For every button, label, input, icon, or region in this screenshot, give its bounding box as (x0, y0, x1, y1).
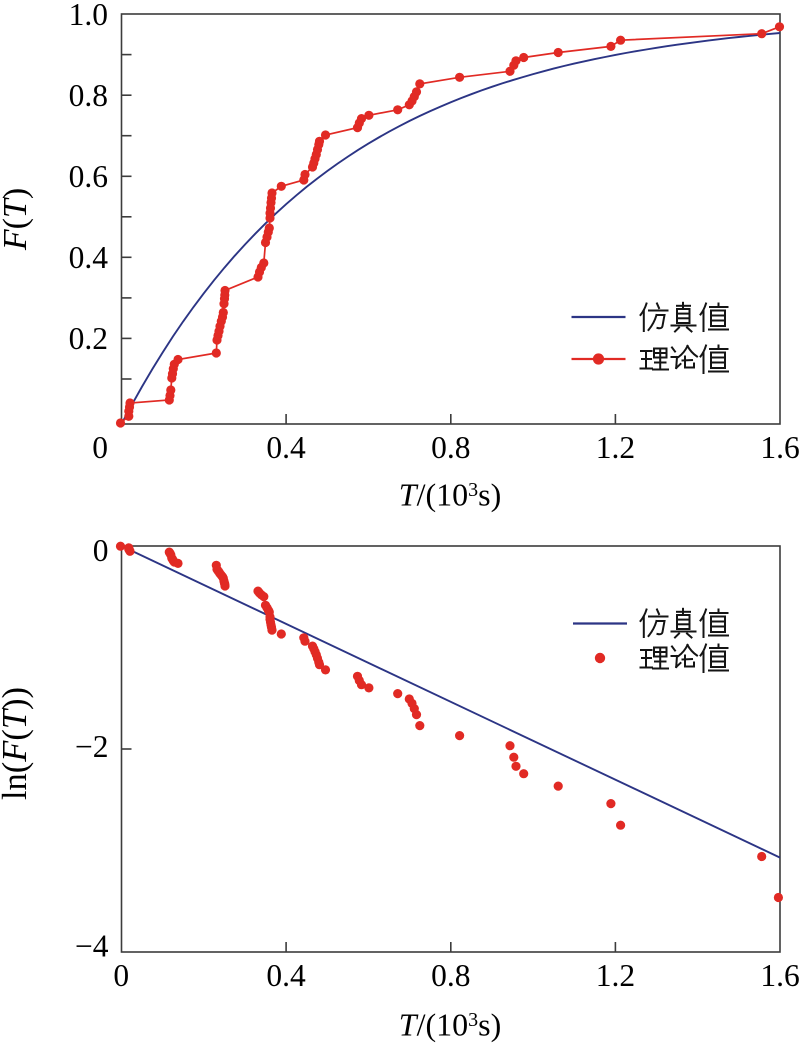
svg-text:0.2: 0.2 (69, 321, 108, 356)
svg-text:0: 0 (93, 533, 109, 568)
svg-text:1.2: 1.2 (596, 958, 635, 993)
svg-text:1.6: 1.6 (760, 958, 799, 993)
svg-text:−4: −4 (75, 929, 109, 964)
svg-text:0.6: 0.6 (69, 159, 108, 194)
svg-text:1.2: 1.2 (596, 430, 635, 465)
svg-text:0.8: 0.8 (431, 430, 470, 465)
svg-text:T/(103s): T/(103s) (399, 477, 501, 513)
svg-text:−2: −2 (75, 729, 109, 764)
svg-text:ln(F(T)): ln(F(T)) (0, 687, 34, 800)
svg-text:T/(103s): T/(103s) (399, 1007, 501, 1043)
svg-text:0.8: 0.8 (69, 78, 108, 113)
svg-text:1.0: 1.0 (69, 0, 108, 32)
svg-text:0.4: 0.4 (266, 958, 306, 993)
svg-text:F(T): F(T) (0, 188, 34, 251)
svg-text:0.4: 0.4 (69, 240, 109, 275)
svg-text:0: 0 (92, 430, 108, 465)
svg-text:0.4: 0.4 (266, 430, 306, 465)
svg-text:0.8: 0.8 (431, 958, 470, 993)
svg-text:0: 0 (113, 958, 129, 993)
svg-text:1.6: 1.6 (760, 430, 799, 465)
